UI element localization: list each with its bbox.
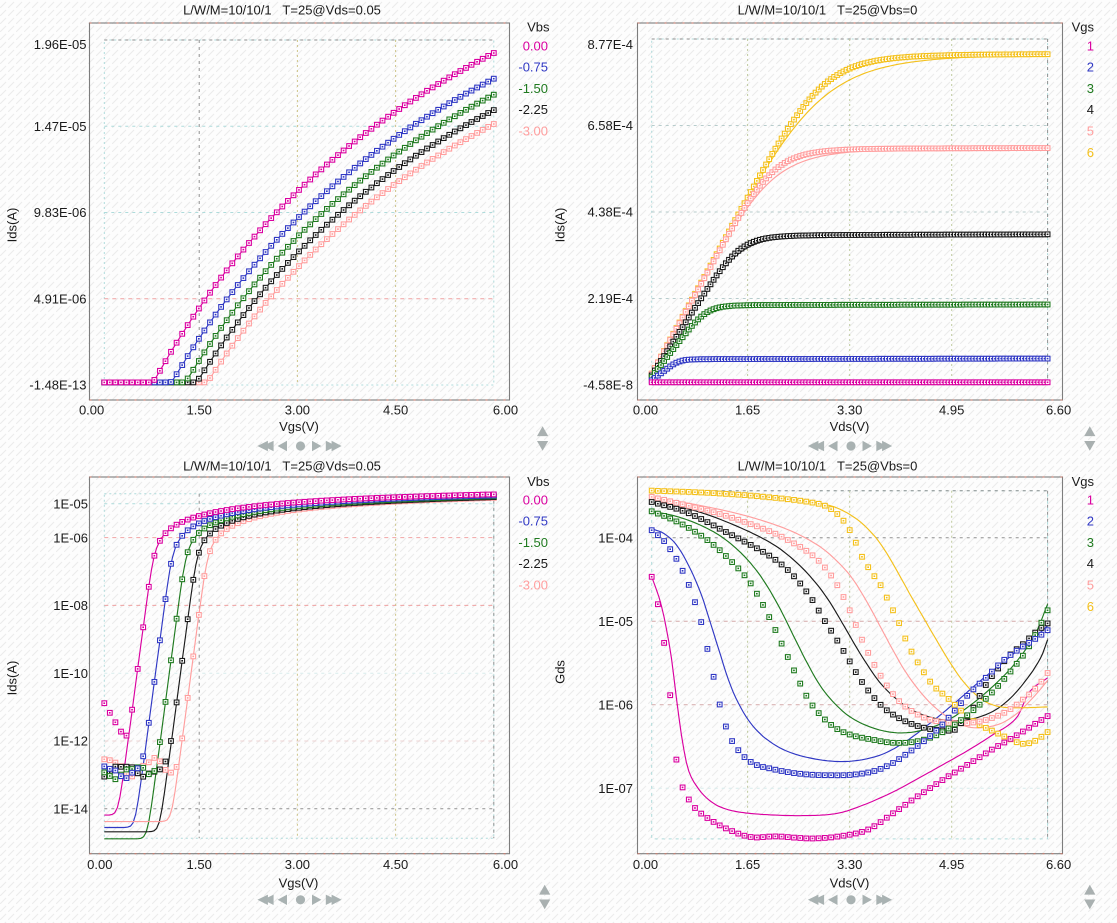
svg-text:4.38E-4: 4.38E-4 (587, 205, 633, 220)
svg-text:1E-10: 1E-10 (53, 666, 88, 681)
svg-text:1.50: 1.50 (187, 403, 212, 418)
svg-text:1: 1 (1087, 492, 1094, 507)
svg-text:4.91E-06: 4.91E-06 (34, 292, 87, 307)
svg-text:2: 2 (1087, 514, 1094, 529)
svg-text:6.00: 6.00 (493, 857, 518, 872)
svg-text:Vds(V): Vds(V) (830, 419, 870, 434)
svg-text:1E-07: 1E-07 (598, 781, 633, 796)
svg-text:8.77E-4: 8.77E-4 (587, 37, 633, 52)
svg-text:3.30: 3.30 (837, 857, 862, 872)
svg-text:1.65: 1.65 (735, 403, 760, 418)
svg-text:Ids(A): Ids(A) (5, 208, 20, 243)
svg-text:0.00: 0.00 (523, 38, 548, 53)
svg-text:-1.48E-13: -1.48E-13 (29, 378, 86, 393)
svg-text:1E-12: 1E-12 (53, 734, 88, 749)
svg-text:2.19E-4: 2.19E-4 (587, 291, 633, 306)
svg-text:-1.50: -1.50 (518, 81, 548, 96)
svg-text:4.95: 4.95 (939, 857, 964, 872)
svg-text:3.30: 3.30 (837, 403, 862, 418)
svg-text:L/W/M=10/10/1 T=25@Vds=0.05: L/W/M=10/10/1 T=25@Vds=0.05 (183, 3, 381, 18)
svg-text:6.60: 6.60 (1046, 857, 1071, 872)
svg-text:6: 6 (1087, 599, 1094, 614)
svg-text:6.60: 6.60 (1046, 403, 1071, 418)
svg-text:-2.25: -2.25 (518, 102, 548, 117)
svg-text:-0.75: -0.75 (518, 60, 548, 75)
svg-text:3: 3 (1087, 535, 1094, 550)
svg-text:1.47E-05: 1.47E-05 (34, 119, 87, 134)
svg-text:1.96E-05: 1.96E-05 (34, 37, 87, 52)
svg-text:6: 6 (1087, 145, 1094, 160)
svg-text:1E-06: 1E-06 (53, 530, 88, 545)
svg-text:1E-05: 1E-05 (598, 614, 633, 629)
svg-text:0.00: 0.00 (633, 857, 658, 872)
svg-text:1E-14: 1E-14 (53, 802, 88, 817)
svg-text:Vgs: Vgs (1072, 474, 1095, 489)
svg-text:3.00: 3.00 (285, 857, 310, 872)
svg-text:1: 1 (1087, 38, 1094, 53)
svg-text:0.00: 0.00 (87, 857, 112, 872)
svg-text:1E-04: 1E-04 (598, 530, 633, 545)
svg-text:4.50: 4.50 (383, 403, 408, 418)
svg-text:Ids(A): Ids(A) (553, 208, 568, 243)
svg-text:1.65: 1.65 (735, 857, 760, 872)
svg-text:4: 4 (1087, 102, 1094, 117)
svg-text:Vgs(V): Vgs(V) (279, 876, 319, 891)
svg-text:Vgs(V): Vgs(V) (279, 419, 319, 434)
svg-text:6.58E-4: 6.58E-4 (587, 118, 633, 133)
svg-text:-2.25: -2.25 (518, 556, 548, 571)
svg-text:Vbs: Vbs (527, 474, 550, 489)
svg-text:1.50: 1.50 (187, 857, 212, 872)
svg-text:3: 3 (1087, 81, 1094, 96)
svg-text:4: 4 (1087, 556, 1094, 571)
svg-text:1E-05: 1E-05 (53, 496, 88, 511)
svg-text:L/W/M=10/10/1 T=25@Vds=0.05: L/W/M=10/10/1 T=25@Vds=0.05 (183, 459, 381, 474)
svg-text:5: 5 (1087, 124, 1094, 139)
svg-text:5: 5 (1087, 578, 1094, 593)
svg-text:2: 2 (1087, 60, 1094, 75)
svg-text:0.00: 0.00 (523, 492, 548, 507)
svg-text:-4.58E-8: -4.58E-8 (583, 378, 633, 393)
svg-text:4.95: 4.95 (939, 403, 964, 418)
svg-text:-3.00: -3.00 (518, 124, 548, 139)
svg-text:9.83E-06: 9.83E-06 (34, 205, 87, 220)
svg-text:Vbs: Vbs (527, 20, 550, 35)
svg-text:4.50: 4.50 (383, 857, 408, 872)
svg-text:1E-08: 1E-08 (53, 598, 88, 613)
svg-text:Vgs: Vgs (1072, 20, 1095, 35)
svg-text:0.00: 0.00 (79, 403, 104, 418)
svg-text:0.00: 0.00 (633, 403, 658, 418)
svg-text:Gds: Gds (553, 660, 568, 684)
svg-text:L/W/M=10/10/1 T=25@Vbs=0: L/W/M=10/10/1 T=25@Vbs=0 (738, 459, 918, 474)
svg-text:-1.50: -1.50 (518, 535, 548, 550)
svg-text:Vds(V): Vds(V) (830, 876, 870, 891)
svg-text:L/W/M=10/10/1 T=25@Vbs=0: L/W/M=10/10/1 T=25@Vbs=0 (738, 3, 918, 18)
svg-text:6.00: 6.00 (493, 403, 518, 418)
svg-text:Ids(A): Ids(A) (5, 661, 20, 696)
svg-text:-0.75: -0.75 (518, 514, 548, 529)
svg-text:-3.00: -3.00 (518, 578, 548, 593)
svg-text:3.00: 3.00 (285, 403, 310, 418)
svg-text:1E-06: 1E-06 (598, 697, 633, 712)
